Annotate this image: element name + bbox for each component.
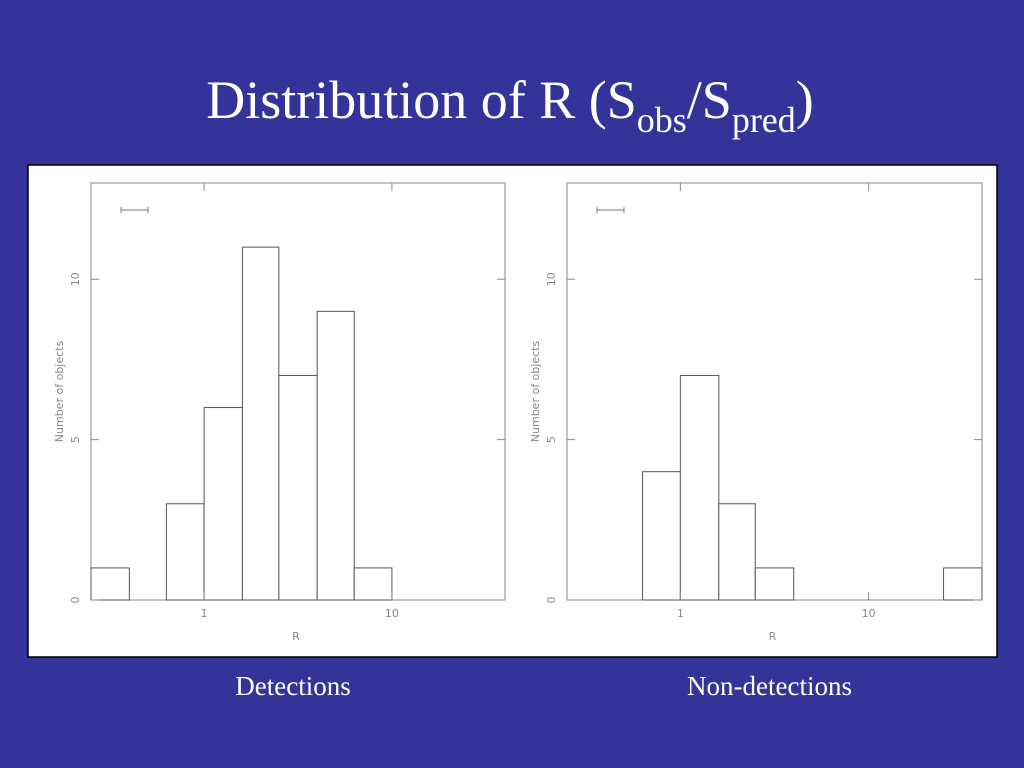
y-tick-label: 5 [69,436,82,443]
y-axis-label: Number of objects [529,341,542,443]
bar [90,567,130,601]
x-tick-label: 1 [201,607,208,620]
x-axis-label: R [292,630,300,643]
bar [278,374,318,601]
y-axis-label: Number of objects [53,341,66,443]
x-tick-label: 1 [677,607,684,620]
bar [165,503,205,601]
y-tick-label: 10 [545,272,558,286]
bar [642,471,681,601]
title-sub: pred [732,100,796,140]
x-axis-label: R [769,630,777,643]
title-sub: obs [637,100,687,140]
scale-indicator [120,207,149,213]
bar [943,567,983,601]
y-tick-label: 0 [545,597,558,604]
x-tick-label: 10 [862,607,876,620]
bar [353,567,393,601]
bar [241,246,280,601]
title-text: /S [687,70,732,130]
bar [754,567,795,601]
x-tick-label: 10 [385,607,399,620]
y-tick-label: 10 [69,272,82,286]
caption: Detections [235,671,350,701]
bar [203,407,243,601]
y-tick-label: 0 [69,597,82,604]
slide-title: Distribution of R (Sobs/Spred) [206,70,814,140]
bar [679,374,720,601]
caption: Non-detections [687,671,852,701]
title-text: ) [796,70,814,130]
y-tick-label: 5 [545,436,558,443]
bar [718,503,756,601]
scale-indicator [596,207,625,213]
title-text: Distribution of R (S [206,70,637,130]
bar [316,310,355,601]
